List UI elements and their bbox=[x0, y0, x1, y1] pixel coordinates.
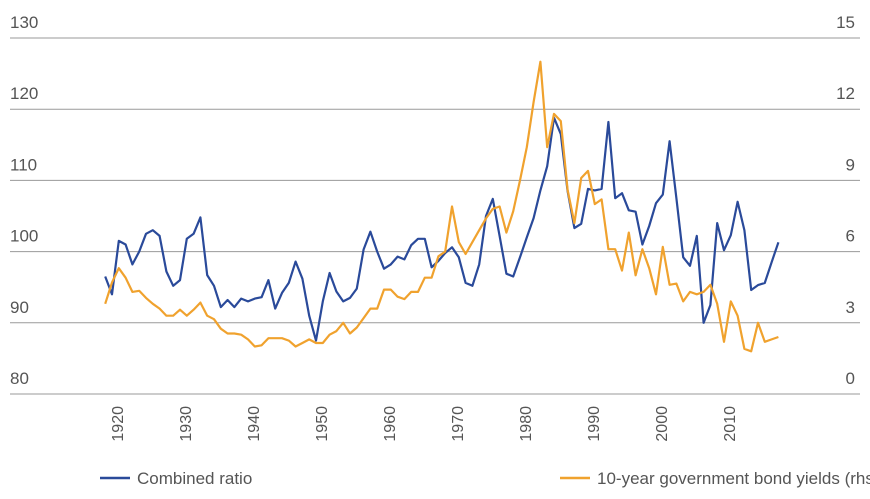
x-tick-label: 2010 bbox=[722, 406, 739, 442]
x-tick-label: 1950 bbox=[314, 406, 331, 442]
y2-tick-label: 3 bbox=[846, 298, 855, 317]
x-tick-label: 1940 bbox=[246, 406, 263, 442]
series-line bbox=[104, 60, 779, 353]
x-tick-label: 1990 bbox=[586, 406, 603, 442]
y-tick-label: 90 bbox=[10, 298, 29, 317]
y2-tick-label: 12 bbox=[836, 84, 855, 103]
y2-tick-label: 9 bbox=[846, 155, 855, 174]
x-tick-label: 1930 bbox=[178, 406, 195, 442]
x-tick-label: 1920 bbox=[110, 406, 127, 442]
legend-label: 10-year government bond yields (rhs) bbox=[597, 469, 870, 488]
legend-label: Combined ratio bbox=[137, 469, 252, 488]
series-line bbox=[104, 116, 780, 342]
y-tick-label: 110 bbox=[10, 155, 37, 174]
y2-tick-label: 15 bbox=[836, 13, 855, 32]
y2-tick-label: 6 bbox=[846, 227, 855, 246]
y-tick-label: 80 bbox=[10, 369, 29, 388]
x-tick-label: 1980 bbox=[518, 406, 535, 442]
x-tick-label: 2000 bbox=[654, 406, 671, 442]
y-tick-label: 100 bbox=[10, 227, 38, 246]
y-tick-label: 130 bbox=[10, 13, 38, 32]
x-tick-label: 1960 bbox=[382, 406, 399, 442]
y2-tick-label: 0 bbox=[846, 369, 855, 388]
y-tick-label: 120 bbox=[10, 84, 38, 103]
x-tick-label: 1970 bbox=[450, 406, 467, 442]
